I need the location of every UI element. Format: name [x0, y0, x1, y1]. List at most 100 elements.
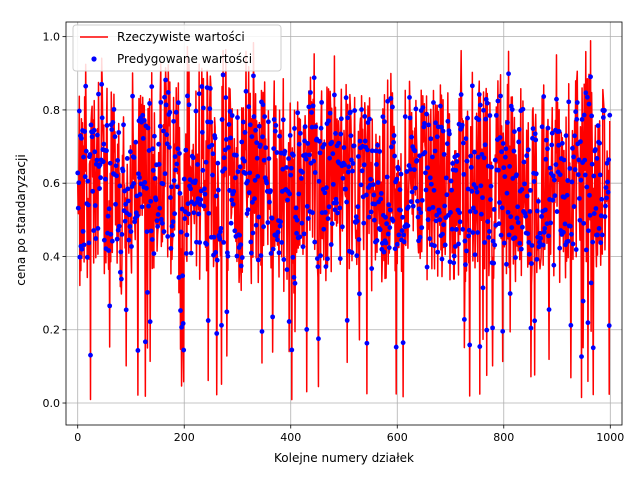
predicted-point — [576, 196, 582, 201]
predicted-point — [593, 206, 599, 211]
predicted-point — [291, 274, 297, 280]
predicted-point — [537, 230, 543, 236]
predicted-point — [465, 115, 470, 121]
predicted-point — [422, 121, 427, 126]
predicted-point — [387, 225, 393, 230]
predicted-point — [188, 186, 194, 192]
predicted-point — [299, 220, 305, 226]
x-tick-label: 600 — [387, 431, 408, 444]
predicted-point — [512, 235, 518, 241]
predicted-point — [463, 262, 468, 268]
predicted-point — [545, 125, 551, 131]
predicted-point — [598, 213, 604, 219]
predicted-point — [476, 92, 482, 97]
predicted-point — [100, 159, 106, 165]
predicted-point — [300, 169, 305, 175]
predicted-point — [171, 118, 176, 124]
predicted-point — [540, 242, 546, 248]
predicted-point — [77, 254, 83, 260]
predicted-point — [129, 244, 134, 249]
predicted-point — [323, 264, 329, 270]
predicted-point — [257, 142, 263, 148]
predicted-point — [252, 196, 257, 202]
predicted-point — [319, 99, 325, 105]
predicted-point — [311, 158, 317, 164]
predicted-point — [148, 228, 154, 234]
predicted-point — [374, 161, 379, 167]
predicted-point — [91, 127, 97, 133]
predicted-point — [359, 107, 364, 112]
predicted-point — [372, 201, 378, 207]
predicted-point — [416, 206, 422, 212]
predicted-point — [478, 183, 484, 189]
predicted-point — [342, 162, 347, 168]
predicted-point — [148, 198, 154, 204]
predicted-point — [232, 175, 238, 181]
predicted-point — [174, 161, 180, 167]
predicted-point — [486, 229, 492, 234]
predicted-point — [285, 197, 290, 203]
predicted-point — [124, 156, 130, 161]
predicted-point — [393, 344, 399, 350]
predicted-point — [479, 151, 485, 157]
predicted-point — [212, 135, 218, 141]
predicted-point — [130, 93, 135, 99]
predicted-point — [377, 227, 383, 233]
predicted-point — [551, 177, 557, 183]
predicted-point — [88, 352, 93, 358]
predicted-point — [458, 92, 464, 97]
predicted-point — [480, 285, 486, 291]
predicted-point — [84, 254, 90, 260]
predicted-point — [180, 321, 186, 326]
predicted-point — [414, 158, 420, 163]
predicted-point — [566, 99, 572, 105]
predicted-point — [495, 98, 501, 104]
predicted-point — [502, 154, 508, 160]
y-tick-label: 1.0 — [43, 31, 61, 44]
predicted-point — [234, 253, 240, 259]
predicted-point — [139, 204, 145, 210]
predicted-point — [301, 231, 307, 237]
predicted-point — [361, 220, 367, 226]
predicted-point — [274, 150, 280, 155]
predicted-point — [589, 161, 595, 167]
predicted-point — [310, 210, 315, 216]
predicted-point — [281, 257, 287, 262]
predicted-point — [198, 197, 204, 203]
predicted-point — [351, 143, 357, 149]
predicted-point — [137, 192, 143, 197]
predicted-point — [554, 209, 560, 214]
predicted-point — [576, 157, 582, 163]
predicted-point — [398, 207, 403, 213]
predicted-point — [210, 151, 216, 157]
predicted-point — [428, 136, 434, 142]
predicted-point — [219, 117, 225, 122]
predicted-point — [582, 157, 588, 163]
predicted-point — [389, 144, 394, 150]
predicted-point — [305, 216, 311, 221]
predicted-point — [519, 187, 525, 192]
predicted-point — [334, 200, 339, 206]
x-tick-label: 0 — [74, 431, 81, 444]
predicted-point — [238, 242, 244, 248]
predicted-point — [496, 221, 502, 227]
predicted-point — [562, 221, 568, 227]
predicted-point — [267, 199, 272, 205]
predicted-point — [75, 205, 81, 211]
predicted-point — [304, 203, 310, 209]
predicted-point — [524, 193, 530, 199]
predicted-point — [504, 190, 510, 196]
predicted-point — [499, 149, 505, 155]
predicted-point — [332, 92, 337, 98]
predicted-point — [247, 170, 253, 176]
predicted-point — [550, 197, 556, 203]
predicted-point — [243, 171, 248, 176]
predicted-point — [321, 142, 327, 147]
predicted-point — [568, 322, 574, 328]
predicted-point — [475, 230, 481, 235]
predicted-point — [559, 140, 565, 146]
predicted-point — [538, 235, 543, 241]
predicted-point — [246, 190, 252, 196]
predicted-point — [518, 246, 524, 252]
predicted-point — [179, 206, 185, 212]
